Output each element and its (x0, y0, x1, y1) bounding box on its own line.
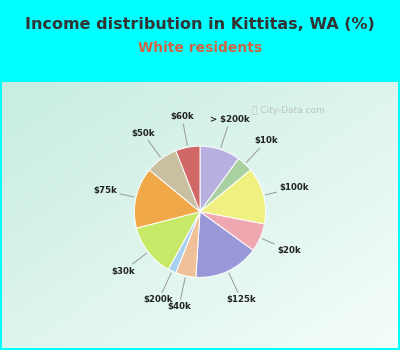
Text: $10k: $10k (246, 136, 278, 162)
Text: $60k: $60k (170, 112, 194, 145)
Wedge shape (168, 212, 200, 273)
Text: $75k: $75k (93, 186, 134, 197)
Text: Income distribution in Kittitas, WA (%): Income distribution in Kittitas, WA (%) (25, 17, 375, 32)
Text: $100k: $100k (266, 183, 309, 195)
Text: > $200k: > $200k (210, 115, 250, 147)
Wedge shape (134, 170, 200, 228)
Text: ⓘ City-Data.com: ⓘ City-Data.com (252, 106, 325, 114)
Wedge shape (200, 212, 264, 250)
Wedge shape (200, 159, 250, 212)
Wedge shape (200, 170, 266, 224)
Text: $30k: $30k (111, 253, 146, 276)
Wedge shape (150, 151, 200, 212)
Text: $200k: $200k (144, 273, 174, 304)
Text: $20k: $20k (262, 239, 301, 255)
Text: $125k: $125k (226, 273, 256, 304)
Text: $50k: $50k (131, 129, 160, 157)
Text: $40k: $40k (167, 278, 191, 311)
Wedge shape (176, 146, 200, 212)
Wedge shape (196, 212, 253, 277)
Text: White residents: White residents (138, 41, 262, 55)
Wedge shape (136, 212, 200, 269)
Wedge shape (200, 146, 238, 212)
Wedge shape (176, 212, 200, 277)
